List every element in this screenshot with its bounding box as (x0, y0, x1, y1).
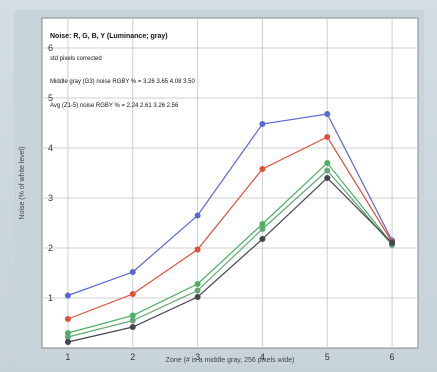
series-point-2 (64, 316, 71, 322)
noise-line-chart: 1 2 3 4 5 6 1 2 3 4 5 6 Noise: R, G, B, Y (Luminan… (19, 17, 419, 364)
series-point-1 (194, 212, 201, 219)
x-tick-label: 3 (195, 352, 200, 362)
y-tick-label: 5 (48, 93, 53, 103)
series-point-4 (129, 317, 136, 324)
series-point-1 (64, 292, 71, 299)
y-tick-label: 2 (48, 243, 53, 253)
series-point-4 (64, 334, 71, 340)
y-tick-label: 1 (48, 293, 53, 303)
series-point-3 (194, 281, 201, 287)
y-tick-label: 4 (48, 143, 53, 153)
series-point-4 (194, 287, 201, 294)
x-tick-label: 1 (65, 352, 70, 362)
series-point-3 (129, 312, 136, 319)
y-tick-label: 6 (48, 43, 53, 53)
series-line-5 (67, 177, 393, 343)
annotation-title: Noise: R, G, B, Y (Luminance; gray) (50, 33, 168, 40)
figure-panel: 1 2 3 4 5 6 1 2 3 4 5 6 Noise: R, G, B, Y (Luminan… (14, 10, 424, 366)
series-point-1 (129, 269, 136, 275)
x-tick-label: 5 (325, 352, 330, 362)
annotation-line-2: Middle gray (G3) noise RGBY % = 3.26 3.6… (50, 79, 195, 85)
y-axis-label: Noise (% of white level) (19, 146, 26, 219)
x-axis-label: Zone (# is a middle gray, 256 pixels wid… (166, 357, 295, 364)
series-point-1 (259, 121, 266, 127)
series-point-5 (324, 175, 331, 181)
series-point-5 (129, 324, 136, 330)
series-point-4 (324, 167, 331, 174)
x-tick-label: 4 (260, 352, 265, 362)
series-point-5 (389, 240, 396, 246)
series-line-1 (67, 113, 393, 297)
x-tick-labels: 1 2 3 4 5 6 (65, 352, 394, 362)
series-point-5 (64, 339, 71, 345)
series-line-2 (67, 136, 393, 320)
series-point-2 (129, 291, 136, 297)
series-point-1 (324, 111, 331, 117)
series-point-2 (324, 134, 331, 140)
series-point-3 (324, 160, 331, 166)
x-tick-label: 2 (130, 352, 135, 362)
series-line-3 (67, 162, 393, 334)
y-tick-labels: 1 2 3 4 5 6 (48, 43, 53, 303)
series-line-4 (67, 169, 393, 338)
series-point-5 (259, 236, 266, 242)
annotation-line-1: std pixels corrected (50, 56, 102, 62)
series-point-2 (259, 166, 266, 172)
annotation-line-3: Avg (Z1-5) noise RGBY % = 2.24 2.61 3.26… (50, 103, 179, 109)
x-tick-label: 6 (390, 352, 395, 362)
y-tick-label: 3 (48, 193, 53, 203)
series-group (64, 111, 396, 345)
series-point-3 (259, 221, 266, 227)
series-point-2 (194, 246, 201, 253)
series-point-5 (194, 294, 201, 300)
series-point-4 (259, 226, 266, 232)
